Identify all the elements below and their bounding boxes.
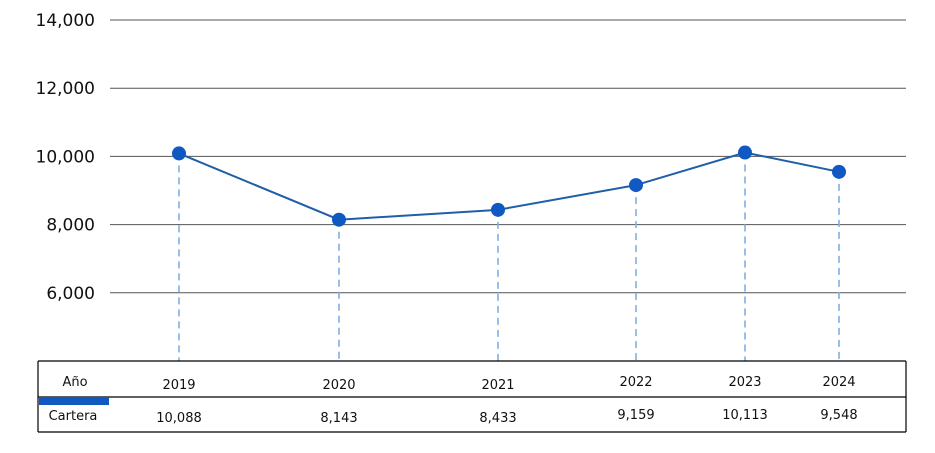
legend-swatch-cartera: [39, 397, 109, 405]
data-value-label: 9,548: [820, 408, 857, 423]
x-category-label: 2021: [481, 378, 514, 393]
y-tick-label: 8,000: [46, 216, 95, 236]
table-row-label: Cartera: [49, 409, 98, 424]
data-point: [629, 178, 643, 193]
data-point: [332, 212, 346, 227]
data-point: [832, 164, 846, 179]
data-point: [738, 145, 752, 160]
data-value-label: 8,433: [479, 411, 516, 426]
y-tick-label: 6,000: [46, 284, 95, 304]
table-header-label: Año: [62, 375, 87, 390]
y-tick-label: 14,000: [36, 11, 95, 31]
y-tick-label: 10,000: [36, 147, 95, 167]
y-tick-label: 12,000: [36, 79, 95, 99]
x-category-label: 2024: [822, 375, 855, 390]
data-value-label: 10,113: [722, 408, 768, 423]
data-point: [172, 146, 186, 161]
data-point: [491, 202, 505, 217]
x-category-label: 2019: [162, 378, 195, 393]
x-category-label: 2020: [322, 378, 355, 393]
data-value-label: 8,143: [320, 411, 357, 426]
data-value-label: 9,159: [617, 408, 654, 423]
data-value-label: 10,088: [156, 411, 202, 426]
series-line-cartera: [178, 151, 840, 221]
x-category-label: 2022: [619, 375, 652, 390]
x-category-label: 2023: [728, 375, 761, 390]
